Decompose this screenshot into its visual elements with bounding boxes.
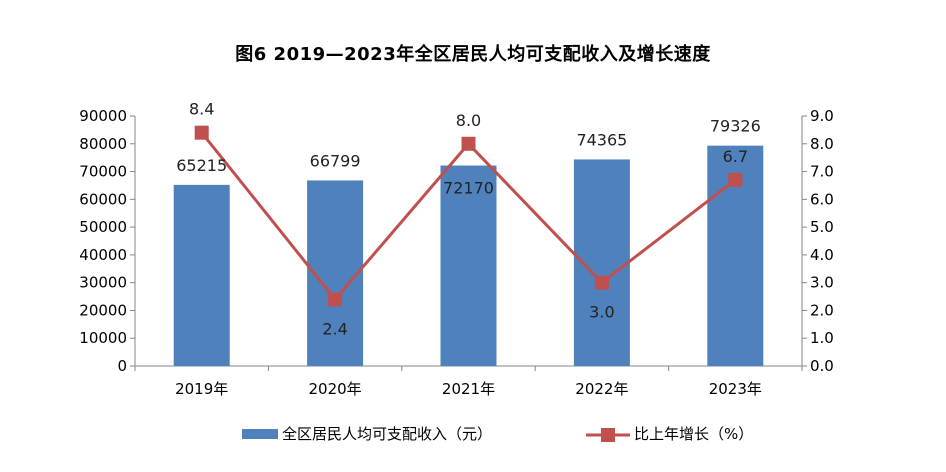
y-left-tick-label: 0 <box>117 357 127 375</box>
growth-value-label: 3.0 <box>589 303 614 322</box>
y-left-tick-label: 20000 <box>79 301 127 319</box>
y-left-tick-label: 30000 <box>79 274 127 292</box>
legend-bar-label: 全区居民人均可支配收入（元） <box>282 425 492 443</box>
line-point <box>328 292 343 307</box>
line-point <box>728 172 743 187</box>
y-left-tick-label: 60000 <box>79 190 127 208</box>
y-right-tick-label: 6.0 <box>810 190 834 208</box>
y-left-tick-label: 90000 <box>79 107 127 125</box>
line-point <box>194 125 209 140</box>
bar <box>173 184 230 366</box>
x-tick-label: 2020年 <box>309 380 362 398</box>
y-right-tick-label: 4.0 <box>810 246 834 264</box>
legend-line-marker <box>601 428 615 442</box>
x-tick-label: 2019年 <box>175 380 228 398</box>
y-right-tick-label: 5.0 <box>810 218 834 236</box>
legend-bar-swatch <box>242 429 278 439</box>
growth-value-label: 8.4 <box>189 100 214 119</box>
bar <box>307 180 364 366</box>
y-right-tick-label: 1.0 <box>810 329 834 347</box>
y-left-tick-label: 40000 <box>79 246 127 264</box>
x-tick-label: 2022年 <box>575 380 628 398</box>
y-right-tick-label: 0.0 <box>810 357 834 375</box>
x-tick-label: 2021年 <box>442 380 495 398</box>
y-right-tick-label: 7.0 <box>810 163 834 181</box>
growth-value-label: 8.0 <box>456 111 481 130</box>
legend-line-label: 比上年增长（%） <box>634 425 753 443</box>
bar-value-label: 65215 <box>176 156 227 175</box>
legend: 全区居民人均可支配收入（元） 比上年增长（%） <box>242 425 753 443</box>
data-labels: 65215 66799 72170 74365 79326 8.4 2.4 8.0 3.0 6.7 <box>176 100 761 339</box>
y-right-tick-label: 3.0 <box>810 274 834 292</box>
growth-value-label: 6.7 <box>723 147 748 166</box>
bar <box>440 165 497 366</box>
y-right-tick-label: 8.0 <box>810 135 834 153</box>
y-left-tick-label: 50000 <box>79 218 127 236</box>
axes: 0 10000 20000 30000 40000 50000 60000 70000 8000… <box>79 107 834 398</box>
growth-value-label: 2.4 <box>322 319 347 338</box>
bar-value-label: 74365 <box>576 130 627 149</box>
y-right-tick-label: 2.0 <box>810 301 834 319</box>
line-point <box>594 275 609 290</box>
growth-line <box>194 125 743 307</box>
y-right-tick-label: 9.0 <box>810 107 834 125</box>
chart-title: 图6 2019—2023年全区居民人均可支配收入及增长速度 <box>235 44 711 65</box>
line-point <box>461 136 476 151</box>
x-tick-label: 2023年 <box>709 380 762 398</box>
bar-value-label: 66799 <box>310 151 361 170</box>
bar-value-label: 79326 <box>710 117 761 136</box>
y-left-tick-label: 70000 <box>79 163 127 181</box>
y-left-tick-label: 80000 <box>79 135 127 153</box>
y-left-tick-label: 10000 <box>79 329 127 347</box>
bar-value-label: 72170 <box>443 179 494 198</box>
